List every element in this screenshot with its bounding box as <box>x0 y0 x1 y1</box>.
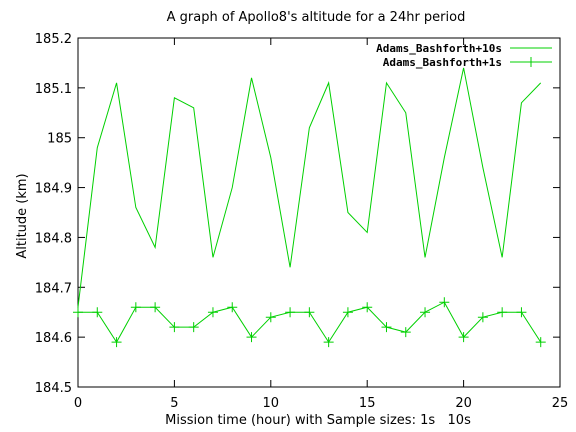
plot-border <box>77 37 561 388</box>
y-tick-label: 185 <box>47 132 72 147</box>
data-point <box>207 307 218 318</box>
data-point <box>535 337 546 348</box>
y-tick-label: 184.9 <box>35 182 72 197</box>
data-point <box>458 332 469 343</box>
data-point <box>246 332 257 343</box>
x-tick-label: 25 <box>552 396 569 411</box>
plot-area <box>77 37 561 388</box>
data-point <box>150 302 161 313</box>
data-point <box>477 312 488 323</box>
data-point <box>342 307 353 318</box>
data-point <box>497 307 508 318</box>
y-tick-label: 184.7 <box>35 281 72 296</box>
data-point <box>188 322 199 333</box>
x-tick-label: 20 <box>455 396 472 411</box>
y-axis: 184.5 184.6 184.7 184.8 184.9 185 185.1 185.2 <box>35 32 560 396</box>
y-tick-label: 184.8 <box>35 231 72 246</box>
x-tick-label: 0 <box>74 396 82 411</box>
data-point <box>323 337 334 348</box>
data-point <box>265 312 276 323</box>
legend-label: Adams_Bashforth+10s <box>376 42 502 55</box>
data-point <box>381 322 392 333</box>
data-point <box>73 307 83 318</box>
y-axis-label: Altitude (km) <box>15 173 30 258</box>
x-tick-label: 15 <box>359 396 376 411</box>
y-tick-label: 184.5 <box>35 381 72 396</box>
data-point <box>285 307 296 318</box>
data-point <box>304 307 315 318</box>
data-point <box>130 302 141 313</box>
data-point <box>227 302 238 313</box>
data-point <box>439 297 450 308</box>
x-tick-label: 5 <box>170 396 178 411</box>
x-axis: 0 5 10 15 20 25 <box>74 38 568 411</box>
x-tick-label: 10 <box>263 396 280 411</box>
legend-label: Adams_Bashforth+1s <box>383 56 502 69</box>
series-2 <box>73 297 546 348</box>
x-axis-label: Mission time (hour) with Sample sizes: 1… <box>165 413 471 428</box>
data-point <box>111 337 122 348</box>
y-tick-label: 184.6 <box>35 331 72 346</box>
chart-title: A graph of Apollo8's altitude for a 24hr… <box>167 10 466 25</box>
data-point <box>362 302 373 313</box>
data-point <box>92 307 103 318</box>
data-point <box>516 307 527 318</box>
data-point <box>169 322 180 333</box>
series-line <box>77 67 542 308</box>
y-tick-label: 185.2 <box>35 32 72 47</box>
y-tick-label: 185.1 <box>35 82 72 97</box>
data-point <box>400 327 411 338</box>
legend-marker <box>526 57 536 67</box>
series-layer <box>73 67 546 348</box>
data-point <box>420 307 431 318</box>
series-1 <box>77 67 542 308</box>
